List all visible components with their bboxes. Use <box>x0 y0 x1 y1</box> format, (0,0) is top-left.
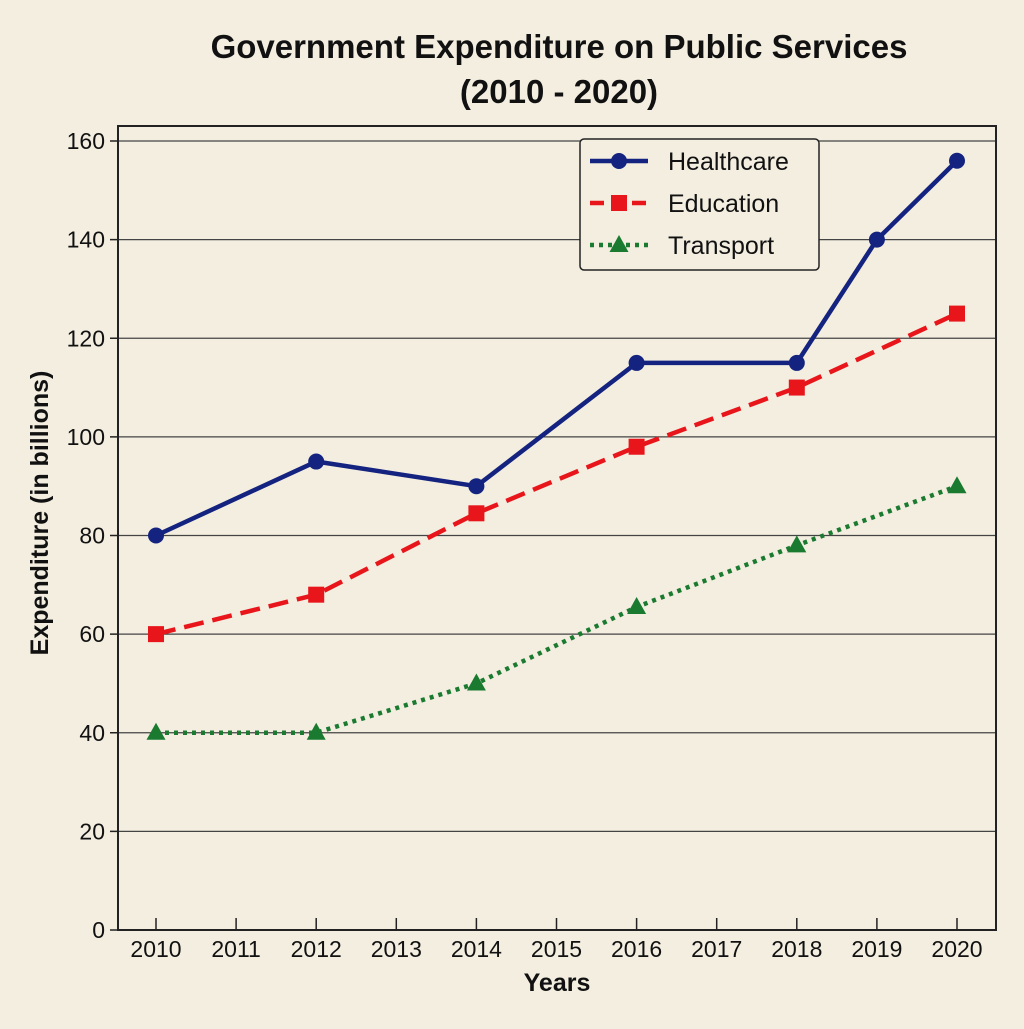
transport-point <box>787 535 807 553</box>
axis-ticks: 0 20 40 60 80 100 120 140 160 2010 2011 2012 2013 201… <box>67 128 983 962</box>
education-point <box>148 626 164 643</box>
x-axis-title: Years <box>524 969 591 997</box>
x-tick-label: 2014 <box>451 936 502 962</box>
y-tick-label: 120 <box>67 325 105 351</box>
healthcare-point <box>868 231 885 248</box>
x-tick-label: 2012 <box>291 936 342 962</box>
healthcare-point <box>308 453 325 470</box>
healthcare-point <box>148 527 164 544</box>
education-point <box>628 438 645 455</box>
legend-label-education: Education <box>668 190 779 218</box>
transport-point <box>947 476 967 494</box>
education-point <box>949 305 965 322</box>
y-tick-label: 160 <box>67 128 105 154</box>
legend-marker-transport <box>609 235 629 252</box>
x-tick-label: 2015 <box>531 936 582 962</box>
x-tick-label: 2013 <box>371 936 422 962</box>
series-lines <box>146 152 967 740</box>
y-tick-label: 40 <box>79 720 105 746</box>
chart-title: Government Expenditure on Public Service… <box>211 28 908 65</box>
x-tick-label: 2010 <box>130 936 181 962</box>
healthcare-line <box>155 159 959 538</box>
transport-point <box>466 673 486 691</box>
education-point <box>788 379 805 396</box>
education-point <box>468 505 485 522</box>
y-tick-label: 20 <box>79 818 105 844</box>
healthcare-point <box>949 152 965 169</box>
legend-box <box>579 138 820 271</box>
legend-label-transport: Transport <box>668 232 774 260</box>
y-tick-label: 0 <box>92 917 105 943</box>
legend: Healthcare Education Transport <box>579 138 820 271</box>
x-tick-label: 2020 <box>931 936 982 962</box>
x-tick-label: 2011 <box>211 936 260 962</box>
y-tick-label: 60 <box>79 621 105 647</box>
chart-subtitle: (2010 - 2020) <box>460 73 658 110</box>
legend-marker-healthcare <box>611 153 627 169</box>
healthcare-point <box>628 354 645 371</box>
x-tick-label: 2018 <box>771 936 822 962</box>
legend-marker-education <box>611 195 627 211</box>
y-tick-label: 140 <box>67 227 105 253</box>
healthcare-point <box>468 478 485 495</box>
plot-frame <box>117 125 997 931</box>
education-point <box>308 586 325 603</box>
x-tick-label: 2017 <box>691 936 742 962</box>
education-line <box>155 311 958 637</box>
y-tick-label: 100 <box>67 424 105 450</box>
transport-point <box>306 722 326 740</box>
y-tick-label: 80 <box>79 523 105 549</box>
gridlines <box>118 140 996 832</box>
legend-label-healthcare: Healthcare <box>668 148 789 176</box>
healthcare-point <box>788 354 805 371</box>
transport-point <box>146 722 166 740</box>
x-tick-label: 2016 <box>611 936 662 962</box>
transport-line <box>156 484 958 735</box>
x-tick-label: 2019 <box>851 936 902 962</box>
y-axis-title: Expenditure (in billions) <box>26 371 54 656</box>
transport-point <box>627 597 647 615</box>
